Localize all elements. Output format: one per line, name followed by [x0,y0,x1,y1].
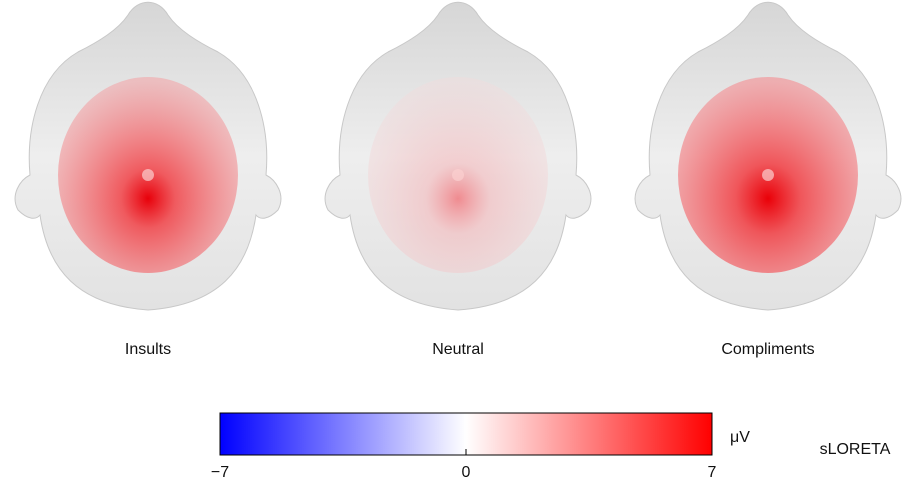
colorbar-fill [220,413,712,455]
topomap [635,2,901,310]
colorbar-tick-label: 7 [708,464,717,481]
topomap [325,2,591,310]
colorbar-unit: μV [730,429,750,446]
panel-label: Compliments [721,341,814,358]
colorbar-tick-label: 0 [462,464,471,481]
panel-label: Neutral [432,341,484,358]
topomaps: Insults Neutral Compliments [15,2,901,358]
source-peak [142,169,154,181]
figure: Insults Neutral Compliments −7 0 7 μV sLORETA [0,0,906,484]
topomap [15,2,281,310]
colorbar: −7 0 7 μV [211,413,750,481]
source-peak [452,169,464,181]
panel-label: Insults [125,341,171,358]
colorbar-tick-label: −7 [211,464,229,481]
source-peak [762,169,774,181]
method-label: sLORETA [820,441,891,458]
page: {"chart_data": {"type": "topomap", "pane… [0,0,906,489]
